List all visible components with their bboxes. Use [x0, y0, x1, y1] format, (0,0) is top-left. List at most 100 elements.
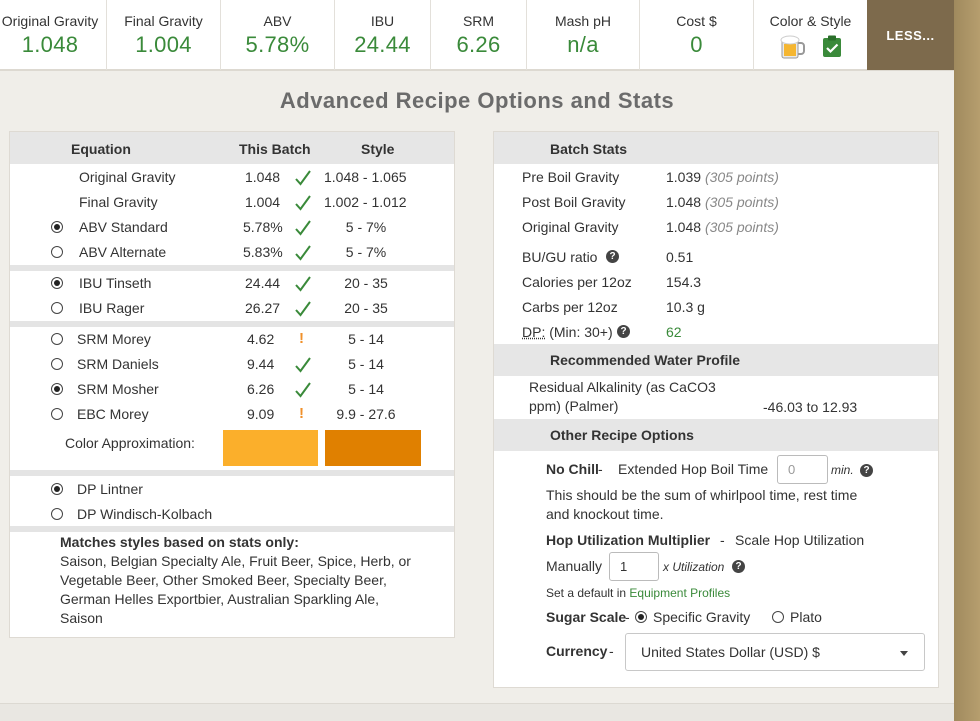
check-icon: [295, 301, 311, 317]
abv-alternate-style: 5 - 7%: [345, 244, 387, 260]
abv-standard-style: 5 - 7%: [345, 219, 387, 235]
style-matches-title: Matches styles based on stats only:: [60, 534, 299, 550]
fg-batch-value: 1.004: [245, 194, 281, 210]
stat-label: Final Gravity: [124, 13, 203, 29]
original-gravity-value: 1.048 (305 points): [666, 219, 779, 235]
abv-alternate-batch: 5.83%: [243, 244, 283, 260]
fg-equation-label: Final Gravity: [79, 194, 158, 210]
style-matches-line: Saison, Belgian Specialty Ale, Fruit Bee…: [60, 553, 411, 569]
calories-value: 154.3: [666, 274, 702, 290]
dp-lintner-radio[interactable]: [51, 483, 63, 495]
stat-label: ABV: [263, 13, 292, 29]
help-icon[interactable]: ?: [606, 250, 619, 263]
minutes-unit: min.: [831, 463, 854, 477]
style-matches-line: Saison: [60, 610, 103, 626]
og-batch-value: 1.048: [245, 169, 281, 185]
srm-morey-batch: 4.62: [247, 331, 275, 347]
check-icon: [295, 195, 311, 211]
specific-gravity-radio[interactable]: [635, 611, 647, 623]
stat-final-gravity: Final Gravity 1.004: [107, 0, 221, 70]
utilization-unit: x Utilization: [663, 560, 725, 574]
check-icon: [295, 357, 311, 373]
help-icon[interactable]: ?: [732, 560, 745, 573]
check-icon: [295, 382, 311, 398]
stat-label: Color & Style: [769, 13, 852, 29]
no-chill-help-text: This should be the sum of whirlpool time…: [546, 487, 858, 503]
stat-value: 1.048: [21, 32, 79, 57]
style-matches-line: Vegetable Beer, Other Smoked Beer, Speci…: [60, 572, 387, 588]
sugar-scale-label: Sugar Scale: [546, 609, 627, 625]
equipment-profiles-link[interactable]: Equipment Profiles: [629, 586, 731, 600]
divider: [10, 470, 454, 476]
currency-select[interactable]: United States Dollar (USD) $: [625, 633, 925, 671]
hop-utilization-label: Hop Utilization Multiplier: [546, 532, 711, 548]
currency-label: Currency: [546, 643, 608, 659]
calories-label: Calories per 12oz: [522, 274, 632, 290]
stat-abv: ABV 5.78%: [221, 0, 335, 70]
dp-value: 62: [666, 324, 682, 340]
hop-utilization-dash: -: [720, 532, 725, 548]
dp-label: DP: (Min: 30+): [522, 324, 613, 340]
help-icon[interactable]: ?: [860, 464, 873, 477]
plato-label: Plato: [790, 609, 822, 625]
stats-bar: Original Gravity 1.048 Final Gravity 1.0…: [0, 0, 954, 71]
beer-mug-icon[interactable]: [780, 34, 806, 60]
ibu-tinseth-label: IBU Tinseth: [79, 275, 152, 291]
dp-abbreviation[interactable]: DP:: [522, 324, 546, 340]
help-icon[interactable]: ?: [617, 325, 630, 338]
pre-boil-gravity-value: 1.039 (305 points): [666, 169, 779, 185]
check-icon: [295, 276, 311, 292]
color-approximation-label: Color Approximation:: [65, 435, 195, 451]
less-button[interactable]: LESS...: [867, 0, 954, 70]
og-equation-label: Original Gravity: [79, 169, 176, 185]
ebc-morey-batch: 9.09: [247, 406, 275, 422]
stat-value: 6.26: [456, 32, 501, 57]
original-gravity-label: Original Gravity: [522, 219, 619, 235]
srm-daniels-radio[interactable]: [51, 358, 63, 370]
srm-mosher-radio[interactable]: [51, 383, 63, 395]
stat-value: 0: [690, 32, 703, 57]
stat-cost: Cost $ 0: [640, 0, 754, 70]
residual-alkalinity-label-cont: ppm) (Palmer): [529, 398, 619, 414]
plato-radio[interactable]: [772, 611, 784, 623]
bu-gu-label: BU/GU ratio: [522, 249, 598, 265]
no-chill-help-text-cont: and knockout time.: [546, 506, 664, 522]
ibu-tinseth-radio[interactable]: [51, 277, 63, 289]
extended-hop-boil-input[interactable]: [777, 455, 828, 484]
batch-stats-title: Batch Stats: [550, 141, 628, 157]
ebc-morey-style: 9.9 - 27.6: [336, 406, 396, 422]
stat-mash-ph: Mash pH n/a: [527, 0, 640, 70]
no-chill-label: No Chill: [546, 461, 599, 477]
stat-label: Cost $: [676, 13, 717, 29]
carbs-value: 10.3 g: [666, 299, 705, 315]
stat-color-style: Color & Style: [754, 0, 867, 70]
bu-gu-value: 0.51: [666, 249, 694, 265]
page-edge: [954, 0, 980, 721]
ibu-rager-label: IBU Rager: [79, 300, 145, 316]
abv-alternate-radio[interactable]: [51, 246, 63, 258]
dp-lintner-label: DP Lintner: [77, 481, 143, 497]
srm-morey-radio[interactable]: [51, 333, 63, 345]
specific-gravity-label: Specific Gravity: [653, 609, 751, 625]
srm-morey-style: 5 - 14: [348, 331, 384, 347]
manually-label: Manually: [546, 558, 603, 574]
equation-column-header: Equation: [71, 141, 131, 157]
currency-dash: -: [609, 643, 614, 659]
srm-mosher-batch: 6.26: [247, 381, 275, 397]
fg-style-range: 1.002 - 1.012: [324, 194, 407, 210]
dp-windisch-kolbach-radio[interactable]: [51, 508, 63, 520]
warning-icon: !: [299, 330, 304, 347]
ebc-morey-radio[interactable]: [51, 408, 63, 420]
ibu-rager-radio[interactable]: [51, 302, 63, 314]
srm-mosher-label: SRM Mosher: [77, 381, 159, 397]
hop-utilization-input[interactable]: [609, 552, 659, 581]
page-title: Advanced Recipe Options and Stats: [279, 88, 675, 113]
check-icon: [295, 220, 311, 236]
points-note: (305 points): [704, 194, 779, 210]
batch-stats-header: Batch Stats: [494, 132, 938, 164]
stat-value: n/a: [567, 32, 599, 57]
clipboard-check-icon[interactable]: [822, 35, 842, 58]
srm-daniels-batch: 9.44: [247, 356, 275, 372]
stat-label: SRM: [462, 13, 495, 29]
abv-standard-radio[interactable]: [51, 221, 63, 233]
